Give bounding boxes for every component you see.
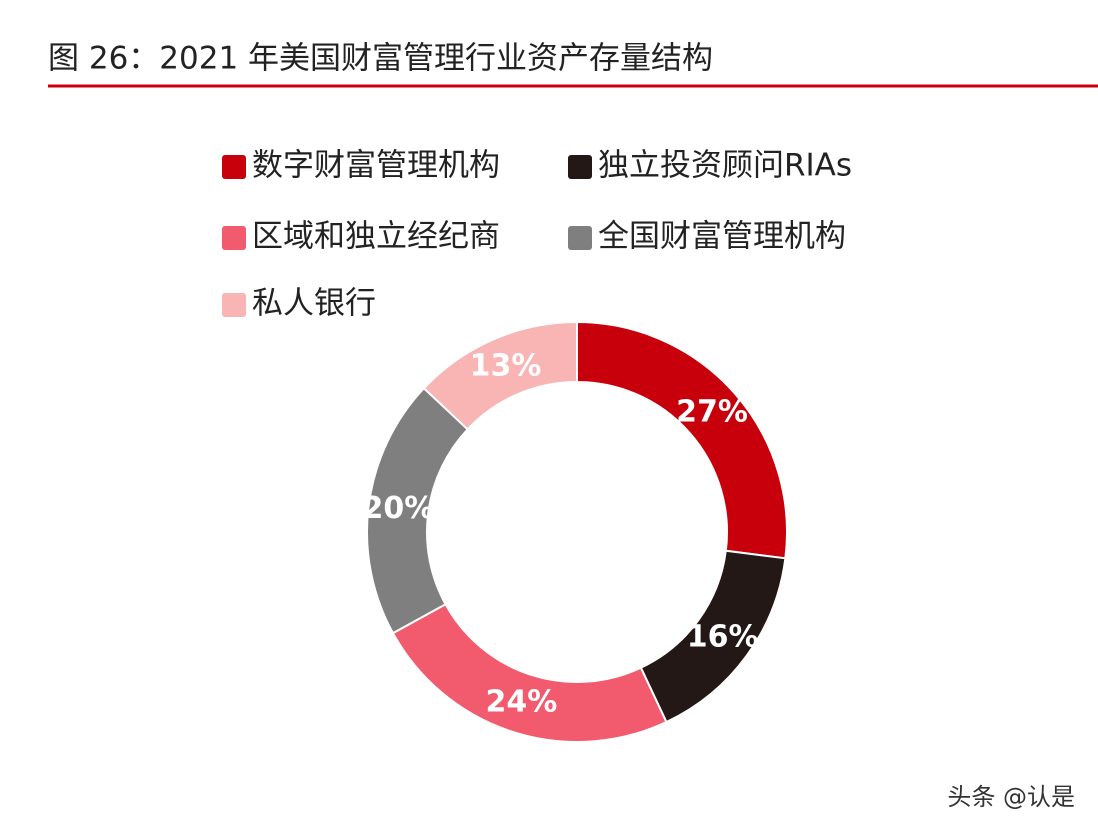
legend-label: 全国财富管理机构 bbox=[598, 219, 846, 255]
donut-segment bbox=[576, 320, 788, 560]
data-label: 13% bbox=[470, 348, 542, 383]
legend-label: 私人银行 bbox=[252, 286, 376, 322]
legend-swatch bbox=[568, 226, 592, 250]
data-label: 27% bbox=[676, 394, 748, 429]
legend-label: 区域和独立经纪商 bbox=[252, 219, 500, 255]
donut-segment bbox=[422, 320, 578, 431]
legend-swatch bbox=[568, 155, 592, 179]
legend-swatch bbox=[222, 226, 246, 250]
legend-label: 数字财富管理机构 bbox=[252, 148, 500, 184]
legend-swatch bbox=[222, 155, 246, 179]
legend-label: 独立投资顾问RIAs bbox=[598, 148, 852, 184]
watermark: 头条 @认是 bbox=[947, 783, 1075, 811]
data-label: 24% bbox=[485, 685, 557, 720]
data-label: 16% bbox=[687, 619, 759, 654]
legend-swatch bbox=[222, 293, 246, 317]
chart-title: 图 26：2021 年美国财富管理行业资产存量结构 bbox=[48, 41, 713, 77]
data-label: 20% bbox=[363, 491, 435, 526]
